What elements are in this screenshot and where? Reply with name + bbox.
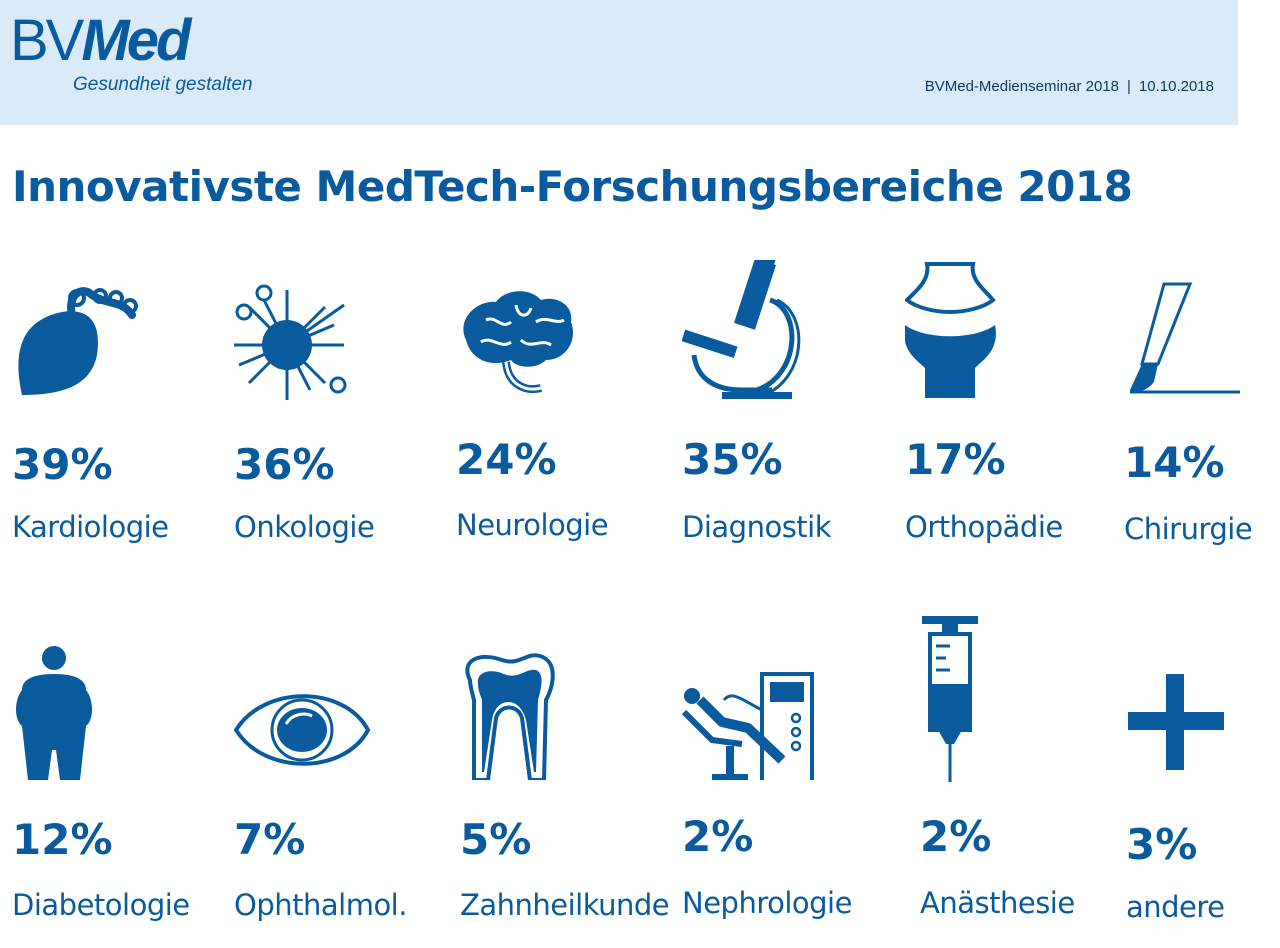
plus-icon <box>1128 674 1224 770</box>
scalpel-icon <box>1130 282 1240 394</box>
eye-icon <box>234 694 371 766</box>
cancer-cell-icon <box>234 284 347 400</box>
area-label: Onkologie <box>234 510 375 544</box>
percent-value: 14% <box>1124 438 1225 487</box>
person-icon <box>16 646 92 780</box>
area-label: Orthopädie <box>905 510 1063 544</box>
brain-icon <box>463 291 574 393</box>
logo-tagline: Gesundheit gestalten <box>73 74 253 95</box>
event-name: BVMed-Medienseminar 2018 <box>924 78 1120 95</box>
percent-value: 2% <box>682 812 754 861</box>
area-label: Kardiologie <box>12 510 169 544</box>
percent-value: 39% <box>12 440 113 489</box>
page-title: Innovativste MedTech-Forschungsbereiche … <box>12 162 1133 211</box>
event-separator: | <box>1127 78 1131 95</box>
area-label: Zahnheilkunde <box>460 888 670 922</box>
bvmed-logo: BVMed <box>10 8 191 73</box>
syringe-icon <box>922 616 978 782</box>
percent-value: 35% <box>682 435 783 484</box>
area-label: Diagnostik <box>682 510 832 544</box>
percent-value: 17% <box>905 435 1006 484</box>
microscope-icon <box>682 260 801 399</box>
tooth-icon <box>465 653 555 780</box>
event-date: 10.10.2018 <box>1138 78 1214 95</box>
percent-value: 12% <box>12 815 113 864</box>
percent-value: 3% <box>1126 820 1198 869</box>
percent-value: 36% <box>234 440 335 489</box>
area-label: andere <box>1126 890 1225 924</box>
area-label: Diabetologie <box>12 888 190 922</box>
area-label: Nephrologie <box>682 886 852 920</box>
event-info: BVMed-Medienseminar 2018 | 10.10.2018 <box>925 78 1214 95</box>
area-label: Anästhesie <box>920 886 1075 920</box>
percent-value: 7% <box>234 815 306 864</box>
header-banner: BVMed Gesundheit gestalten BVMed-Mediens… <box>0 0 1238 125</box>
percent-value: 2% <box>920 812 992 861</box>
percent-value: 24% <box>456 435 557 484</box>
area-label: Neurologie <box>456 508 609 542</box>
percent-value: 5% <box>460 815 532 864</box>
area-label: Ophthalmol. <box>234 888 407 922</box>
dialysis-icon <box>682 672 814 780</box>
area-label: Chirurgie <box>1124 512 1253 546</box>
joint-icon <box>905 262 996 398</box>
heart-icon <box>18 287 138 395</box>
